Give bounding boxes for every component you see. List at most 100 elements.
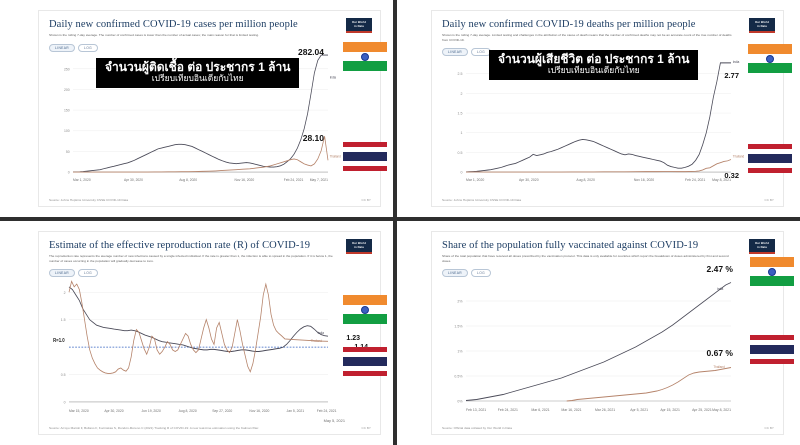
thailand-flag-icon <box>750 335 794 364</box>
thailand-end-value: 0.32 <box>724 171 739 180</box>
owid-logo-line1: Our World <box>352 242 366 246</box>
r-rate-svg: 2 1.5 0.5 0 R=1.0 Mar 15, 2020 Apr 30, 2… <box>53 280 337 413</box>
x-axis-ticks: Mar 1, 2020 Apr 30, 2020 Aug 8, 2020 Nov… <box>73 178 328 182</box>
thailand-flag-icon <box>343 142 387 171</box>
owid-logo: Our World in Data <box>749 239 775 254</box>
x-axis-ticks: Mar 1, 2020 Apr 30, 2020 Aug 8, 2020 Nov… <box>466 178 731 182</box>
linear-scale-toggle[interactable]: LINEAR <box>442 48 469 57</box>
series-label-india: India <box>330 75 336 79</box>
svg-text:Sep 27, 2020: Sep 27, 2020 <box>212 409 232 413</box>
series-india-line <box>68 286 329 352</box>
svg-text:Mar 6, 2021: Mar 6, 2021 <box>531 408 549 412</box>
svg-text:Aug 8, 2020: Aug 8, 2020 <box>179 178 197 182</box>
chart-title: Daily new confirmed COVID-19 cases per m… <box>49 19 298 30</box>
x-axis-ticks: Feb 13, 2021 Feb 24, 2021 Mar 6, 2021 Ma… <box>466 408 731 412</box>
panel-deaths: Daily new confirmed COVID-19 deaths per … <box>397 0 800 221</box>
svg-text:0.5%: 0.5% <box>454 374 463 378</box>
owid-chart-card-deaths: Daily new confirmed COVID-19 deaths per … <box>431 10 784 207</box>
ashoka-chakra-icon <box>361 305 369 314</box>
india-end-value: 2.77 <box>724 71 739 80</box>
log-scale-toggle[interactable]: LOG <box>78 269 99 278</box>
svg-text:Aug 8, 2020: Aug 8, 2020 <box>576 178 594 182</box>
svg-text:0: 0 <box>64 400 66 404</box>
svg-text:Feb 24, 2021: Feb 24, 2021 <box>498 408 518 412</box>
y-axis-ticks: 2.5 2 1.5 1 0.5 0 <box>458 72 463 175</box>
y-axis-ticks: 2 1.5 0.5 0 <box>61 291 66 405</box>
owid-chart-card-r: Estimate of the effective reproduction r… <box>38 231 381 435</box>
gridlines <box>466 73 731 173</box>
linear-scale-toggle[interactable]: LINEAR <box>49 269 76 278</box>
scale-toggle-group[interactable]: LINEAR LOG <box>442 269 773 278</box>
svg-text:Mar 16, 2021: Mar 16, 2021 <box>561 408 581 412</box>
ashoka-chakra-icon <box>766 54 774 63</box>
series-label-thailand: Thailand <box>311 339 322 343</box>
svg-text:100: 100 <box>64 129 70 133</box>
india-end-value: 282.04 <box>298 47 324 57</box>
scale-toggle-group[interactable]: LINEAR LOG <box>49 43 370 52</box>
linear-scale-toggle[interactable]: LINEAR <box>49 43 76 52</box>
svg-text:2: 2 <box>461 92 463 96</box>
thailand-flag-icon <box>748 144 792 173</box>
log-scale-toggle[interactable]: LOG <box>471 269 492 278</box>
series-thailand-line <box>68 280 329 374</box>
plot-area-r: 2 1.5 0.5 0 R=1.0 Mar 15, 2020 Apr 30, 2… <box>53 272 337 413</box>
owid-logo-line2: in Data <box>757 24 767 28</box>
license-label: CC BY <box>764 426 774 430</box>
license-label: CC BY <box>764 198 774 202</box>
x-axis-ticks: Mar 15, 2020 Apr 30, 2020 Jun 19, 2020 A… <box>69 409 337 413</box>
india-flag-icon <box>343 295 387 325</box>
panel-vaccinated: Share of the population fully vaccinated… <box>397 221 800 445</box>
series-label-thailand: Thailand <box>733 154 745 158</box>
svg-text:1.5%: 1.5% <box>454 324 463 328</box>
owid-logo-line2: in Data <box>354 245 364 249</box>
log-scale-toggle[interactable]: LOG <box>78 43 99 52</box>
svg-text:Nov 16, 2020: Nov 16, 2020 <box>634 178 654 182</box>
owid-chart-card-cases: Daily new confirmed COVID-19 cases per m… <box>38 10 381 207</box>
svg-text:Apr 30, 2020: Apr 30, 2020 <box>104 409 123 413</box>
scale-toggle-group[interactable]: LINEAR LOG <box>49 269 370 278</box>
gridlines <box>466 300 731 402</box>
owid-logo: Our World in Data <box>346 18 372 33</box>
owid-chart-card-vaccinated: Share of the population fully vaccinated… <box>431 231 784 435</box>
india-end-value: 2.47 % <box>706 264 733 274</box>
ashoka-chakra-icon <box>768 267 776 276</box>
chart-source: Source: Arroyo Marioli F, Bullano F, Kuc… <box>49 426 260 430</box>
gridlines <box>69 292 328 403</box>
svg-text:200: 200 <box>64 88 70 92</box>
panel-reproduction-rate: Estimate of the effective reproduction r… <box>0 221 397 445</box>
svg-text:Mar 15, 2020: Mar 15, 2020 <box>69 409 89 413</box>
svg-text:Nov 16, 2020: Nov 16, 2020 <box>234 178 254 182</box>
series-thailand-line <box>72 136 329 173</box>
series-thailand-line <box>566 367 732 402</box>
svg-text:150: 150 <box>64 108 70 112</box>
caption-line-1: จำนวนผู้ติดเชื้อ ต่อ ประชากร 1 ล้าน <box>105 60 291 74</box>
owid-logo-line1: Our World <box>352 21 366 25</box>
ashoka-chakra-icon <box>361 52 369 61</box>
thailand-flag-icon <box>343 347 387 376</box>
thailand-end-value: 28.10 <box>302 133 324 143</box>
svg-text:250: 250 <box>64 67 70 71</box>
svg-text:Apr 25, 2021: Apr 25, 2021 <box>692 408 712 412</box>
chart-source: Source: Johns Hopkins University CSSE CO… <box>442 198 522 202</box>
chart-subtitle: Shown is the rolling 7-day average. Limi… <box>442 33 732 42</box>
series-label-thailand: Thailand <box>713 365 725 369</box>
series-india-line <box>465 282 732 401</box>
svg-text:0: 0 <box>68 170 70 174</box>
svg-text:1.5: 1.5 <box>61 318 66 322</box>
caption-line-2: เปรียบเทียบอินเดียกับไทย <box>547 65 640 76</box>
svg-text:Apr 30, 2020: Apr 30, 2020 <box>124 178 143 182</box>
series-label-thailand: Thailand <box>330 154 341 158</box>
caption-line-2: เปรียบเทียบอินเดียกับไทย <box>151 73 244 84</box>
svg-text:May 7, 2021: May 7, 2021 <box>310 178 328 182</box>
owid-logo-line2: in Data <box>354 24 364 28</box>
chart-subtitle: The reproduction rate represents the ave… <box>49 254 333 263</box>
linear-scale-toggle[interactable]: LINEAR <box>442 269 469 278</box>
series-thailand-line <box>465 159 732 173</box>
plot-area-vaccinated: 2% 1.5% 1% 0.5% 0% Feb 13, 2021 Feb 24, … <box>454 276 732 412</box>
svg-text:50: 50 <box>66 150 70 154</box>
license-label: CC BY <box>361 198 371 202</box>
series-label-india: India <box>733 60 740 64</box>
owid-logo-line1: Our World <box>755 21 769 25</box>
svg-text:Apr 30, 2020: Apr 30, 2020 <box>519 178 539 182</box>
